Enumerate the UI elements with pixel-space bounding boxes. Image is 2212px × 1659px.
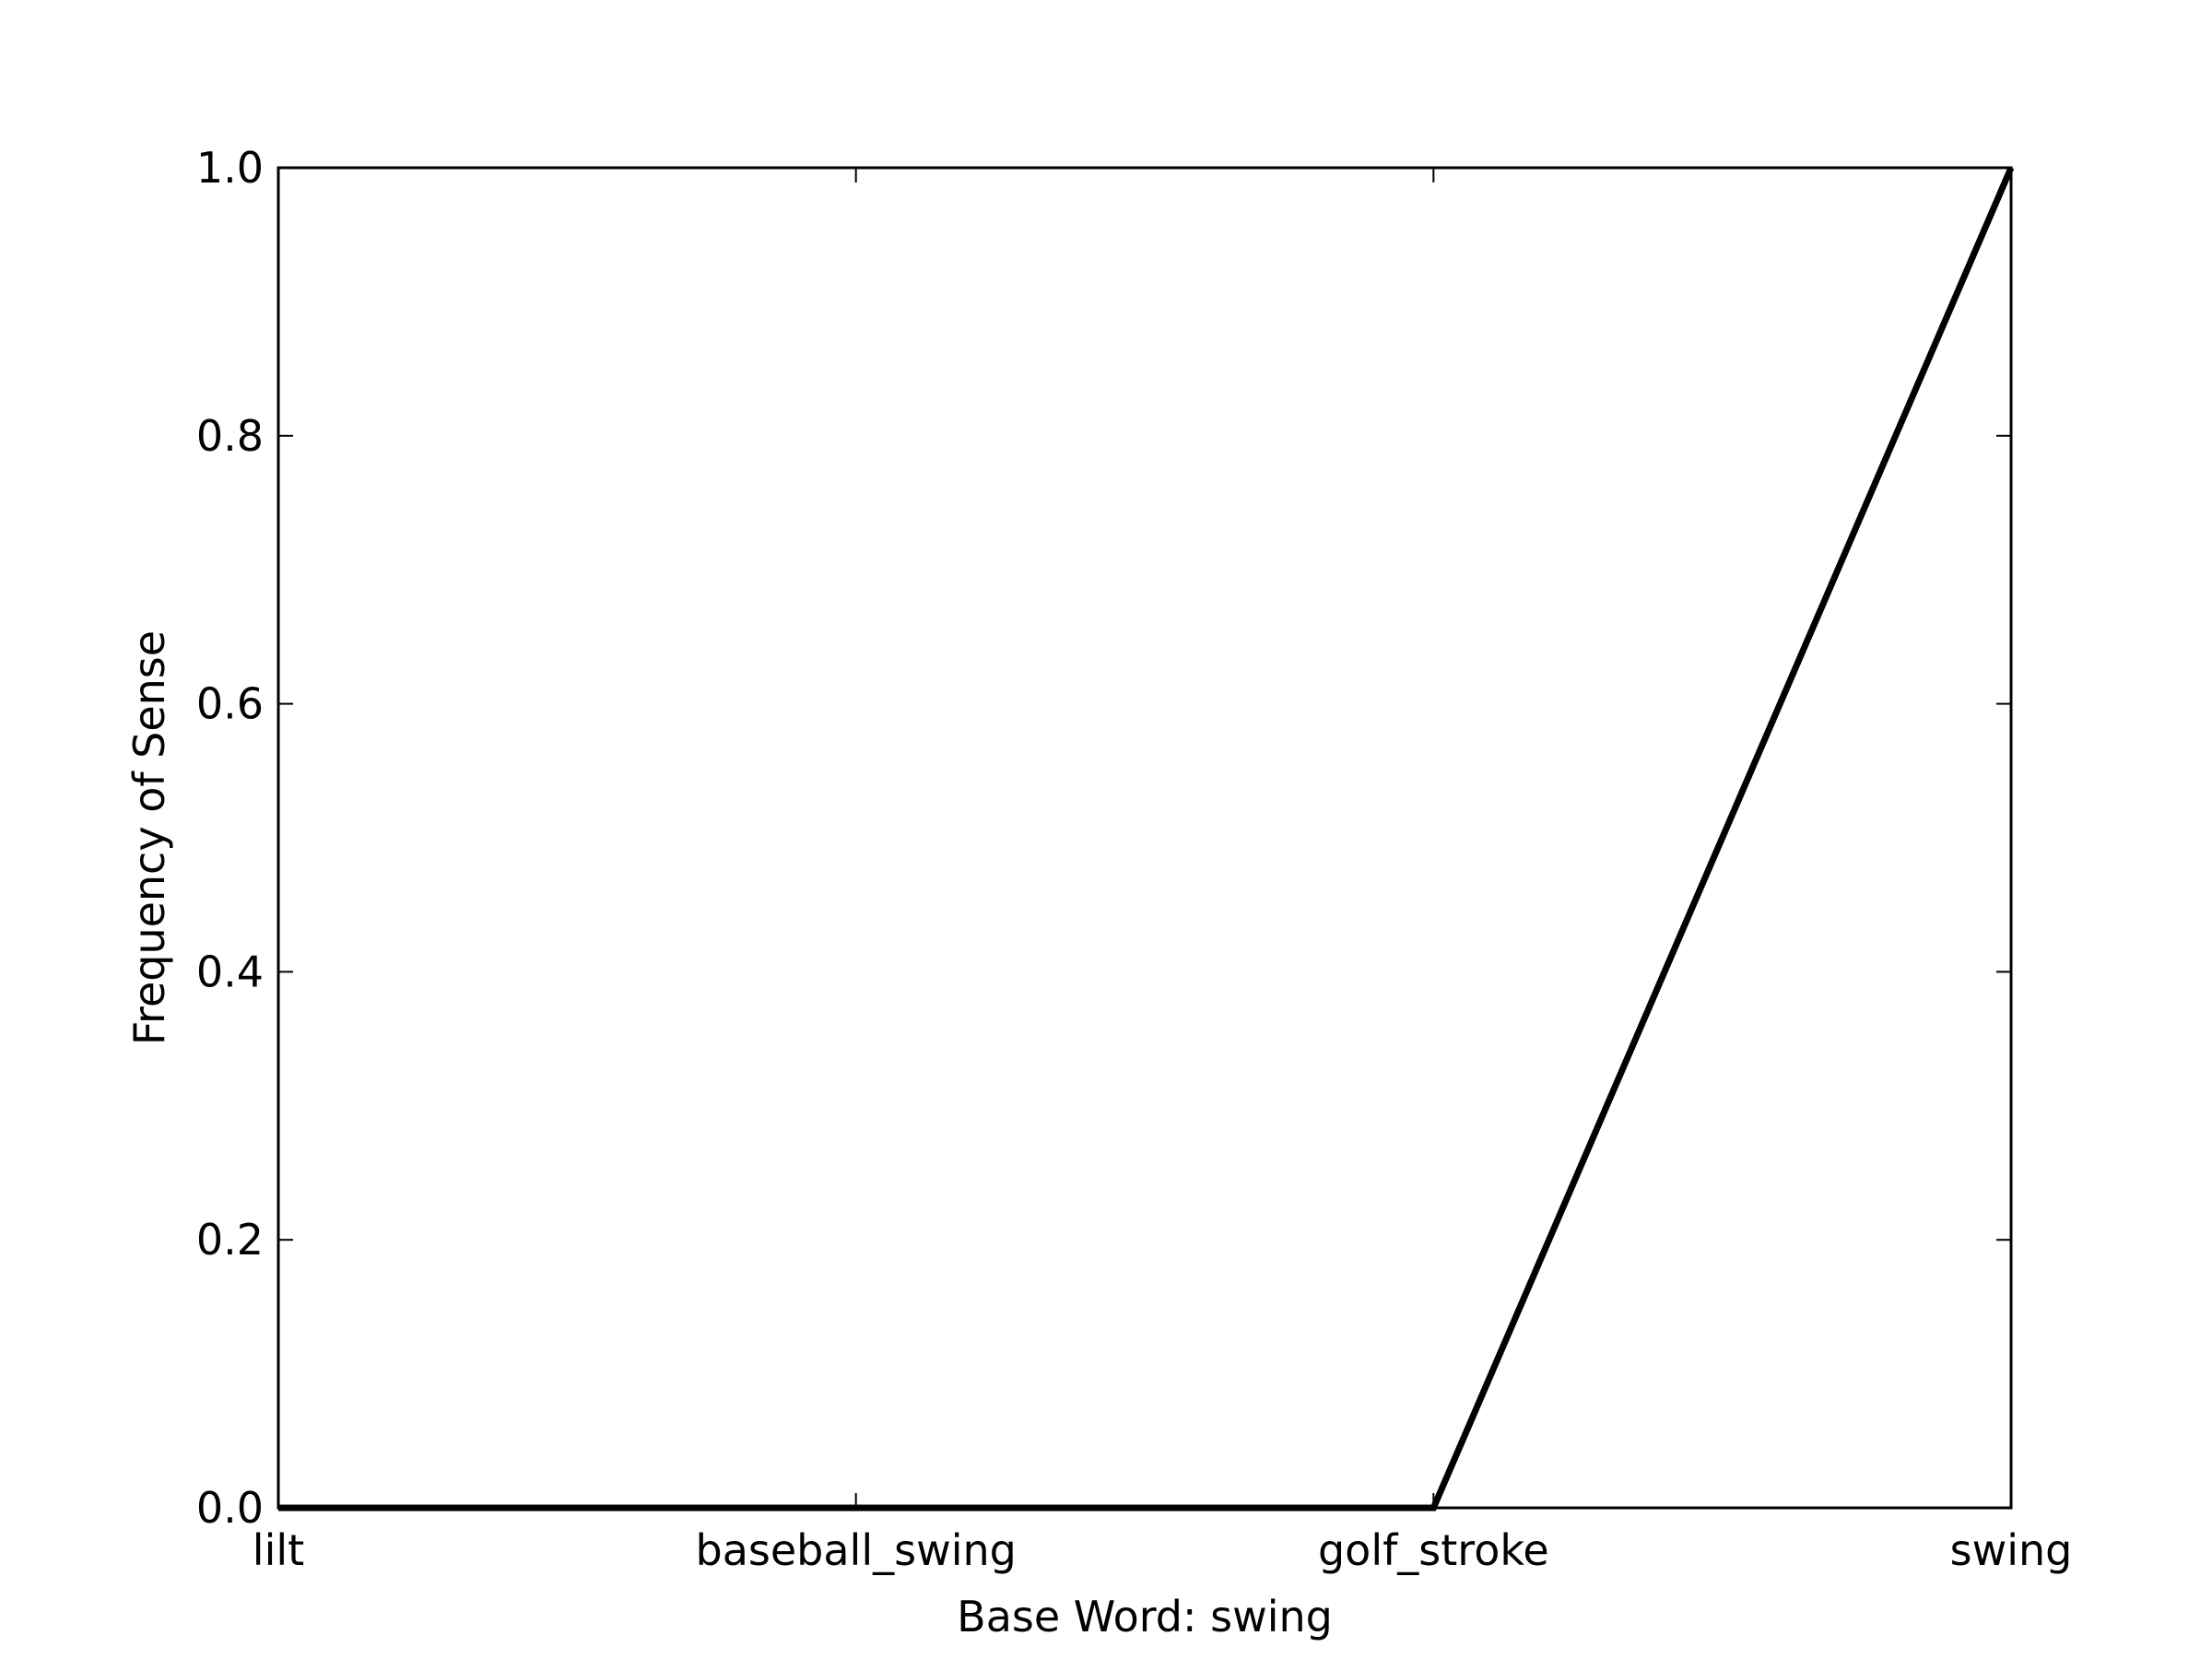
y-tick-label: 1.0 [196, 143, 264, 193]
y-tick-label: 0.4 [196, 947, 264, 996]
y-tick-label: 0.2 [196, 1215, 264, 1265]
plot-frame [276, 166, 2013, 1510]
y-tick-label: 0.6 [196, 679, 264, 729]
x-tick-label: golf_stroke [1318, 1525, 1549, 1575]
x-tick-label: lilt [253, 1525, 304, 1575]
y-tick-label: 0.0 [196, 1483, 264, 1533]
x-axis-label: Base Word: swing [957, 1592, 1333, 1641]
tick-labels: 0.0 0.2 0.4 0.6 0.8 1.0 lilt baseball_swing golf… [196, 143, 2073, 1575]
x-tick-label: swing [1950, 1525, 2073, 1575]
y-axis-label: Frequency of Sense [124, 630, 174, 1045]
y-tick-label: 0.8 [196, 411, 264, 461]
x-tick-label: baseball_swing [696, 1525, 1017, 1575]
